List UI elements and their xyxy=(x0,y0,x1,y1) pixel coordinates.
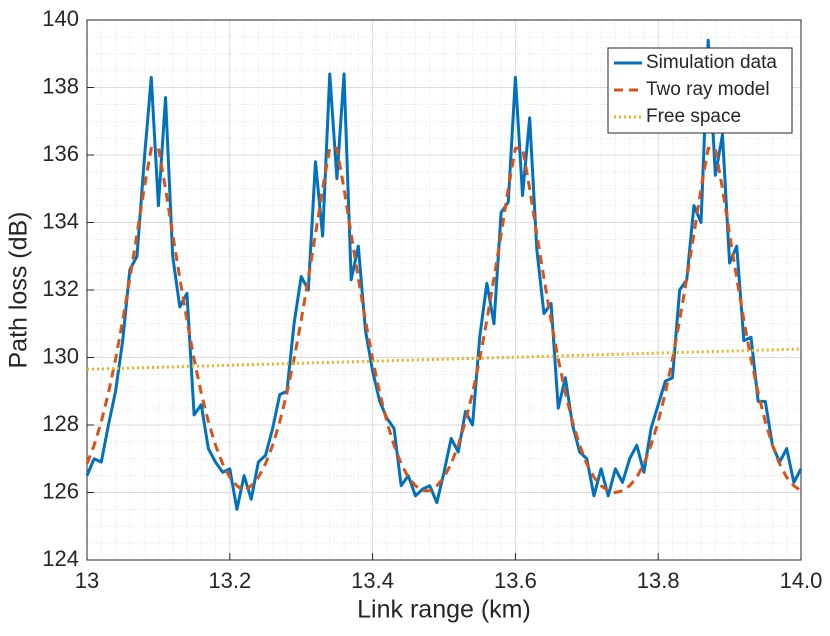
y-tick-label: 130 xyxy=(42,343,79,368)
x-tick-label: 13 xyxy=(75,568,99,593)
y-tick-label: 132 xyxy=(42,276,79,301)
series-line xyxy=(86,347,802,371)
y-tick-label: 134 xyxy=(42,208,79,233)
y-tick-label: 136 xyxy=(42,141,79,166)
plot-frame xyxy=(86,19,802,561)
y-tick-label: 138 xyxy=(42,73,79,98)
y-tick-label: 124 xyxy=(42,546,79,571)
x-tick-label: 13.2 xyxy=(208,568,251,593)
x-tick-label: 13.8 xyxy=(637,568,680,593)
legend: Simulation data Two ray model Free space xyxy=(607,47,793,134)
x-tick-label: 13.6 xyxy=(494,568,537,593)
x-tick-label: 13.4 xyxy=(351,568,394,593)
y-tick-label: 128 xyxy=(42,411,79,436)
legend-label: Simulation data xyxy=(646,52,777,73)
x-axis-label: Link range (km) xyxy=(357,596,531,624)
legend-label: Two ray model xyxy=(646,79,770,100)
x-tick-label: 14.0 xyxy=(780,568,823,593)
y-axis-label: Path loss (dB) xyxy=(5,211,33,368)
series-line xyxy=(85,38,803,511)
legend-label: Free space xyxy=(646,106,741,127)
y-tick-label: 126 xyxy=(42,478,79,503)
y-tick-label: 140 xyxy=(42,6,79,31)
